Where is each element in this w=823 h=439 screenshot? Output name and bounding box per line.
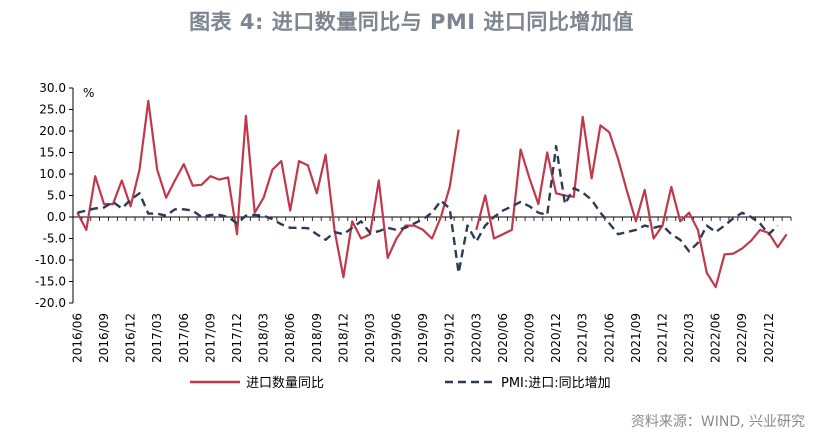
x-tick-label: 2020/12 (549, 313, 563, 363)
x-tick-label: 2021/06 (602, 313, 616, 363)
x-tick-label: 2018/03 (257, 313, 271, 363)
y-axis-unit: % (83, 86, 94, 100)
x-tick-label: 2022/06 (709, 313, 723, 363)
x-tick-label: 2017/09 (203, 313, 217, 363)
x-tick-label: 2017/12 (230, 313, 244, 363)
x-tick-label: 2021/12 (655, 313, 669, 363)
series-line-pmi-import (77, 144, 779, 275)
series-lines (76, 99, 788, 289)
y-axis: 30.0 25.0 20.0 15.0 10.0 5.0 0.0 -5.0 -10.0 -15.0… (35, 81, 74, 310)
y-tick-label: 10.0 (39, 167, 66, 181)
x-tick-label: 2019/12 (443, 313, 457, 363)
source-note: 资料来源：WIND, 兴业研究 (630, 414, 805, 430)
x-tick-label: 2018/12 (336, 313, 350, 363)
y-tick-label: -20.0 (35, 296, 66, 310)
x-tick-label: 2022/12 (762, 313, 776, 363)
x-tick-label: 2016/06 (70, 313, 84, 363)
x-tick-label: 2019/03 (363, 313, 377, 363)
x-tick-label: 2020/09 (523, 313, 537, 363)
legend-label: PMI:进口:同比增加 (501, 376, 611, 391)
x-tick-label: 2018/09 (310, 313, 324, 363)
y-tick-label: 30.0 (39, 81, 66, 95)
x-axis: 2016/06 2016/09 2016/12 2017/03 2017/06 2017/… (70, 216, 792, 363)
series-line-import-volume (76, 99, 788, 289)
x-tick-label: 2022/09 (735, 313, 749, 363)
x-tick-label: 2019/09 (416, 313, 430, 363)
x-tick-label: 2017/03 (150, 313, 164, 363)
x-tick-label: 2017/06 (177, 313, 191, 363)
x-tick-label: 2020/03 (469, 313, 483, 363)
x-tick-label: 2016/09 (97, 313, 111, 363)
x-tick-label: 2020/06 (496, 313, 510, 363)
legend: 进口数量同比 PMI:进口:同比增加 (190, 376, 611, 391)
x-tick-label: 2018/06 (283, 313, 297, 363)
x-tick-label: 2021/09 (629, 313, 643, 363)
y-tick-label: -15.0 (35, 275, 66, 289)
y-tick-label: 5.0 (47, 189, 66, 203)
y-tick-label: 25.0 (39, 103, 66, 117)
legend-label: 进口数量同比 (246, 376, 324, 391)
x-tick-label: 2022/03 (682, 313, 696, 363)
x-tick-label: 2021/03 (576, 313, 590, 363)
y-tick-label: 15.0 (39, 146, 66, 160)
y-tick-label: -10.0 (35, 253, 66, 267)
x-tick-label: 2019/06 (390, 313, 404, 363)
y-tick-label: 20.0 (39, 124, 66, 138)
x-tick-label: 2016/12 (124, 313, 138, 363)
y-tick-label: -5.0 (43, 232, 66, 246)
y-tick-label: 0.0 (47, 210, 66, 224)
chart-title: 图表 4: 进口数量同比与 PMI 进口同比增加值 (189, 10, 634, 34)
